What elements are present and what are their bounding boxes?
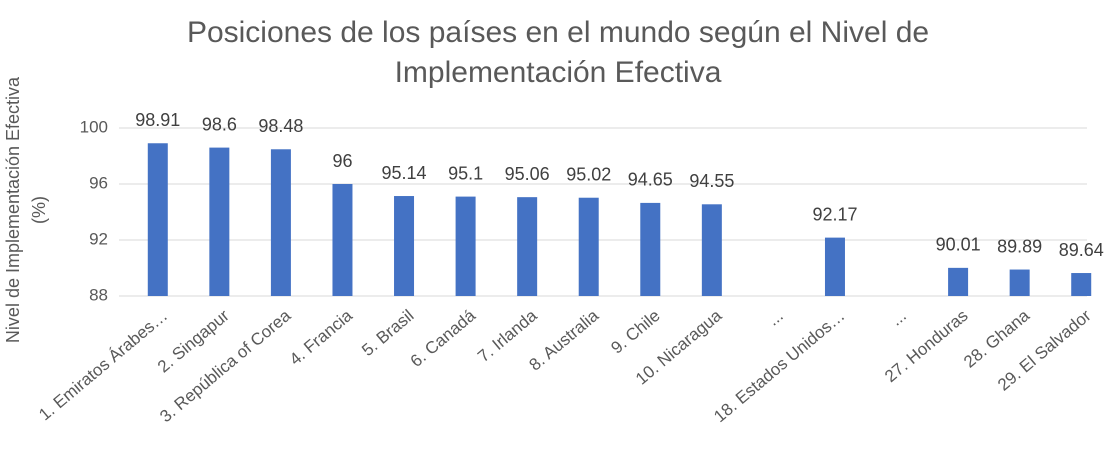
bar [147,143,168,296]
x-tick-label: 1. Emiratos Árabes… [35,306,171,424]
x-tick-label: ... [887,306,910,330]
bar [640,202,661,296]
bar [578,197,599,296]
bar [332,184,353,296]
data-label: 95.14 [382,163,427,183]
bar [1009,269,1030,296]
bar [270,149,291,296]
data-label: 89.64 [1059,240,1104,260]
y-tick-label: 96 [89,173,108,192]
x-tick-label: ... [764,306,787,330]
x-tick-label: 8. Australia [526,306,603,375]
bar [824,237,845,296]
data-label: 89.89 [997,236,1042,256]
chart-title: Posiciones de los países en el mundo seg… [187,16,929,49]
data-label: 94.65 [628,170,673,190]
data-label: 90.01 [936,235,981,255]
x-tick-label: 9. Chile [607,306,663,358]
data-label: 98.6 [202,114,237,134]
y-tick-label: 100 [80,117,108,136]
x-tick-label: 6. Canadá [407,306,480,371]
bar [948,267,969,296]
data-label: 92.17 [812,204,857,224]
y-tick-label: 92 [89,229,108,248]
data-label: 95.1 [448,163,483,183]
y-axis-label: (%) [29,196,49,224]
data-label: 98.48 [258,116,303,136]
data-label: 95.06 [505,164,550,184]
bar [209,147,230,296]
y-axis-label: Nivel de Implementación Efectiva [3,76,23,343]
x-tick-label: 4. Francia [286,306,357,369]
bar [455,196,476,296]
data-label: 95.02 [566,164,611,184]
bar [517,197,538,296]
x-tick-label: 5. Brasil [358,306,417,360]
data-label: 98.91 [135,110,180,130]
chart-title: Implementación Efectiva [395,56,722,89]
data-label: 96 [332,151,352,171]
bar [394,196,415,296]
bar [1071,273,1092,296]
bar [701,204,722,296]
data-label: 94.55 [689,171,734,191]
y-tick-label: 88 [89,285,108,304]
